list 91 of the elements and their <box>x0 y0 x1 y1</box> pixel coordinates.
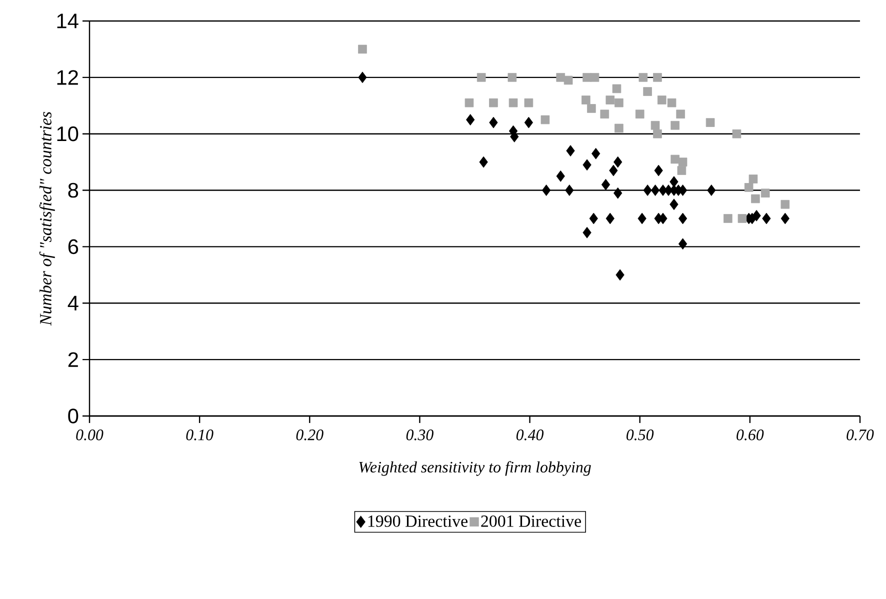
point <box>540 115 550 124</box>
point <box>464 98 474 108</box>
point <box>592 148 600 160</box>
point <box>609 164 618 176</box>
point <box>635 110 644 118</box>
x-tick-label: 0.70 <box>846 430 874 440</box>
x-tick-label: 0.10 <box>186 430 214 440</box>
point <box>606 212 614 224</box>
x-tick-label: 0.40 <box>516 430 544 440</box>
point <box>670 120 680 130</box>
point <box>590 73 600 82</box>
point <box>653 73 662 82</box>
point <box>566 145 575 156</box>
point <box>676 110 685 118</box>
x-tick-label: 0.50 <box>626 430 654 440</box>
x-axis-title: Weighted sensitivity to firm lobbying <box>359 461 591 476</box>
point <box>508 73 517 82</box>
point <box>744 183 754 192</box>
point <box>614 187 622 199</box>
point <box>589 212 598 224</box>
point <box>751 194 760 204</box>
point <box>600 110 610 118</box>
point <box>601 178 610 190</box>
point <box>565 184 574 196</box>
point <box>582 96 590 104</box>
point <box>780 200 790 209</box>
point <box>489 98 498 108</box>
x-tick-label: 0.00 <box>76 430 104 440</box>
point <box>479 156 488 168</box>
point <box>524 116 534 128</box>
y-tick-label: 2 <box>68 352 78 367</box>
y-tick-label: 4 <box>68 296 78 310</box>
x-tick-label: 0.60 <box>736 430 764 440</box>
point <box>358 44 367 54</box>
point <box>670 154 680 164</box>
legend-label: 1990 Directive <box>368 515 468 527</box>
point <box>616 269 624 281</box>
point <box>738 214 747 223</box>
point <box>556 73 566 82</box>
x-tick-label: 0.30 <box>406 430 434 440</box>
point <box>678 158 688 166</box>
point <box>653 129 662 138</box>
y-axis-title: Number of "satisfied" countries <box>39 112 55 326</box>
point <box>762 212 771 224</box>
point <box>489 116 498 128</box>
point <box>667 98 676 108</box>
point <box>614 156 622 168</box>
point <box>606 96 615 104</box>
legend-label: 2001 Directive <box>481 515 581 527</box>
y-tick-label: 12 <box>57 70 78 85</box>
point <box>657 96 666 104</box>
point <box>508 98 518 108</box>
point <box>670 198 678 210</box>
point <box>760 188 770 198</box>
point <box>678 212 688 224</box>
y-tick-label: 6 <box>68 239 78 254</box>
y-tick-label: 8 <box>68 182 78 198</box>
point <box>706 118 715 127</box>
point <box>612 84 622 94</box>
point <box>614 98 624 108</box>
point <box>654 164 663 176</box>
point <box>678 238 688 250</box>
point <box>643 87 652 96</box>
point <box>752 210 761 222</box>
point <box>670 176 678 188</box>
point <box>677 166 686 175</box>
point <box>780 212 790 224</box>
point <box>650 184 660 196</box>
point <box>582 159 592 171</box>
point <box>466 114 475 126</box>
point <box>650 120 660 130</box>
point <box>614 124 624 133</box>
x-tick-label: 0.20 <box>296 430 324 440</box>
y-tick-label: 0 <box>68 408 78 424</box>
point <box>476 73 486 82</box>
y-tick-label: 10 <box>57 126 78 142</box>
point <box>732 129 742 138</box>
point <box>724 214 732 223</box>
point <box>638 73 648 82</box>
point <box>638 212 646 224</box>
point <box>587 104 596 113</box>
point <box>556 170 565 182</box>
y-tick-label: 14 <box>57 14 78 28</box>
point <box>524 98 534 108</box>
point <box>542 184 551 196</box>
point <box>748 174 758 184</box>
point <box>564 76 573 85</box>
point <box>707 184 716 196</box>
point <box>643 184 652 196</box>
point <box>358 72 367 84</box>
point <box>582 226 592 238</box>
